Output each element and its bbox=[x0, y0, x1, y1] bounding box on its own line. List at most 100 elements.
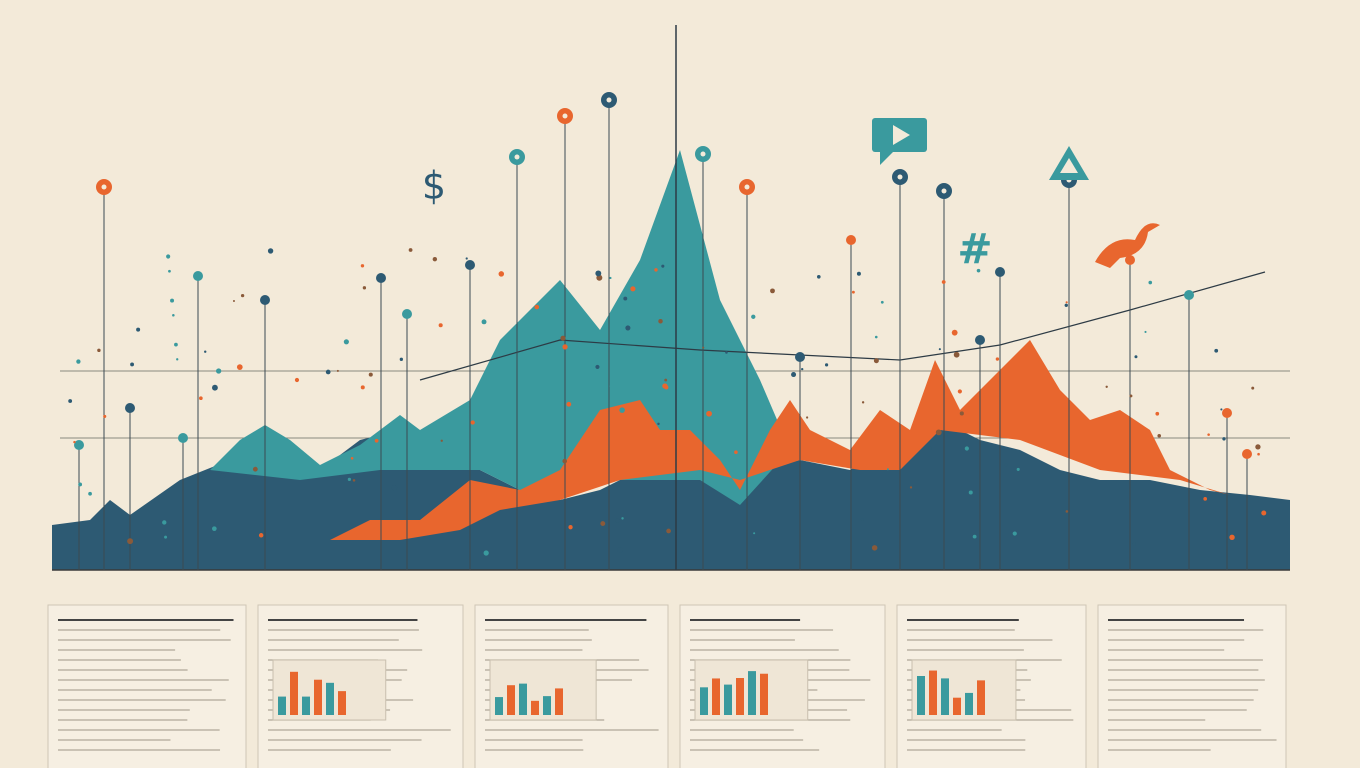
pin-dot bbox=[1184, 290, 1194, 300]
speck bbox=[360, 264, 365, 268]
speck bbox=[258, 533, 264, 538]
speck bbox=[1255, 444, 1261, 450]
speck bbox=[440, 439, 443, 442]
speck bbox=[874, 335, 878, 339]
speck bbox=[568, 525, 573, 530]
pins bbox=[68, 92, 1267, 570]
pin-dot bbox=[74, 440, 84, 450]
speck bbox=[176, 358, 179, 361]
speck bbox=[1207, 433, 1210, 436]
pin-dot bbox=[1242, 449, 1252, 459]
speck bbox=[336, 369, 339, 372]
speck bbox=[78, 482, 83, 487]
mini-bar bbox=[977, 680, 985, 715]
speck bbox=[972, 534, 977, 539]
speck bbox=[1132, 542, 1137, 546]
speck bbox=[252, 466, 258, 472]
speck bbox=[751, 314, 756, 319]
mini-bar bbox=[953, 697, 961, 715]
speck bbox=[481, 319, 487, 325]
dollar-symbol: $ bbox=[422, 164, 446, 208]
pin-dot bbox=[125, 403, 135, 413]
speck bbox=[664, 385, 669, 390]
speck bbox=[88, 491, 92, 496]
mini-chart bbox=[911, 659, 1017, 721]
speck bbox=[1220, 408, 1223, 411]
speck bbox=[623, 296, 628, 301]
speck bbox=[860, 518, 864, 522]
mini-bar bbox=[712, 678, 720, 715]
speck bbox=[964, 446, 969, 451]
speck bbox=[702, 346, 705, 349]
bird-icon bbox=[1095, 223, 1160, 268]
mini-bar bbox=[555, 688, 563, 715]
speck bbox=[170, 298, 175, 303]
speck bbox=[951, 329, 958, 336]
speck bbox=[483, 550, 489, 556]
speck bbox=[1148, 280, 1153, 285]
speck bbox=[595, 270, 602, 277]
speck bbox=[76, 359, 81, 364]
speck bbox=[103, 414, 107, 418]
speck bbox=[1251, 386, 1255, 390]
orange-area bbox=[330, 340, 1230, 540]
speck bbox=[325, 369, 331, 375]
pin-dot-center bbox=[744, 184, 750, 190]
speck bbox=[68, 399, 73, 403]
speck bbox=[1012, 531, 1017, 536]
speck bbox=[1203, 496, 1208, 501]
mini-bar bbox=[748, 671, 756, 715]
triangle-icon-inner bbox=[1060, 158, 1078, 173]
mini-bar bbox=[700, 687, 708, 715]
speck bbox=[664, 378, 668, 382]
speck bbox=[816, 274, 821, 279]
speck bbox=[1105, 385, 1108, 388]
mini-bar bbox=[929, 670, 937, 715]
speck bbox=[267, 248, 274, 254]
speck bbox=[470, 420, 475, 425]
document-panels bbox=[47, 604, 1287, 768]
speck bbox=[343, 339, 349, 345]
speck bbox=[617, 547, 623, 553]
mini-bar bbox=[543, 696, 551, 715]
speck bbox=[534, 304, 540, 310]
pin-dot bbox=[995, 267, 1005, 277]
speck bbox=[1065, 510, 1069, 513]
speck bbox=[609, 276, 612, 280]
speck bbox=[968, 490, 973, 495]
speck bbox=[432, 256, 438, 262]
pin-dot bbox=[376, 273, 386, 283]
pin-dot bbox=[402, 309, 412, 319]
speck bbox=[1214, 348, 1219, 353]
mini-bar bbox=[302, 696, 310, 715]
speck bbox=[995, 357, 1000, 361]
speck bbox=[909, 486, 913, 489]
pin-dot-center bbox=[700, 151, 706, 157]
speck bbox=[127, 538, 134, 545]
play-icon-tail bbox=[880, 150, 895, 165]
speck bbox=[408, 248, 413, 252]
panel bbox=[1097, 604, 1287, 768]
speck bbox=[136, 327, 141, 332]
speck bbox=[734, 450, 738, 455]
mini-bar bbox=[326, 682, 334, 715]
mini-bar bbox=[941, 678, 949, 715]
speck bbox=[1229, 534, 1235, 541]
speck bbox=[619, 407, 625, 413]
speck bbox=[350, 456, 354, 460]
speck bbox=[959, 411, 964, 416]
pin-dot-center bbox=[101, 184, 107, 190]
pin-dot-center bbox=[606, 97, 612, 103]
speck bbox=[661, 264, 665, 268]
speck bbox=[168, 269, 171, 273]
speck bbox=[204, 350, 207, 353]
speck bbox=[1257, 452, 1260, 456]
speck bbox=[1134, 355, 1138, 359]
speck bbox=[216, 368, 222, 374]
speck bbox=[212, 384, 218, 391]
speck bbox=[953, 351, 960, 358]
mini-bar bbox=[917, 675, 925, 715]
speck bbox=[73, 440, 76, 444]
speck bbox=[1065, 301, 1068, 304]
